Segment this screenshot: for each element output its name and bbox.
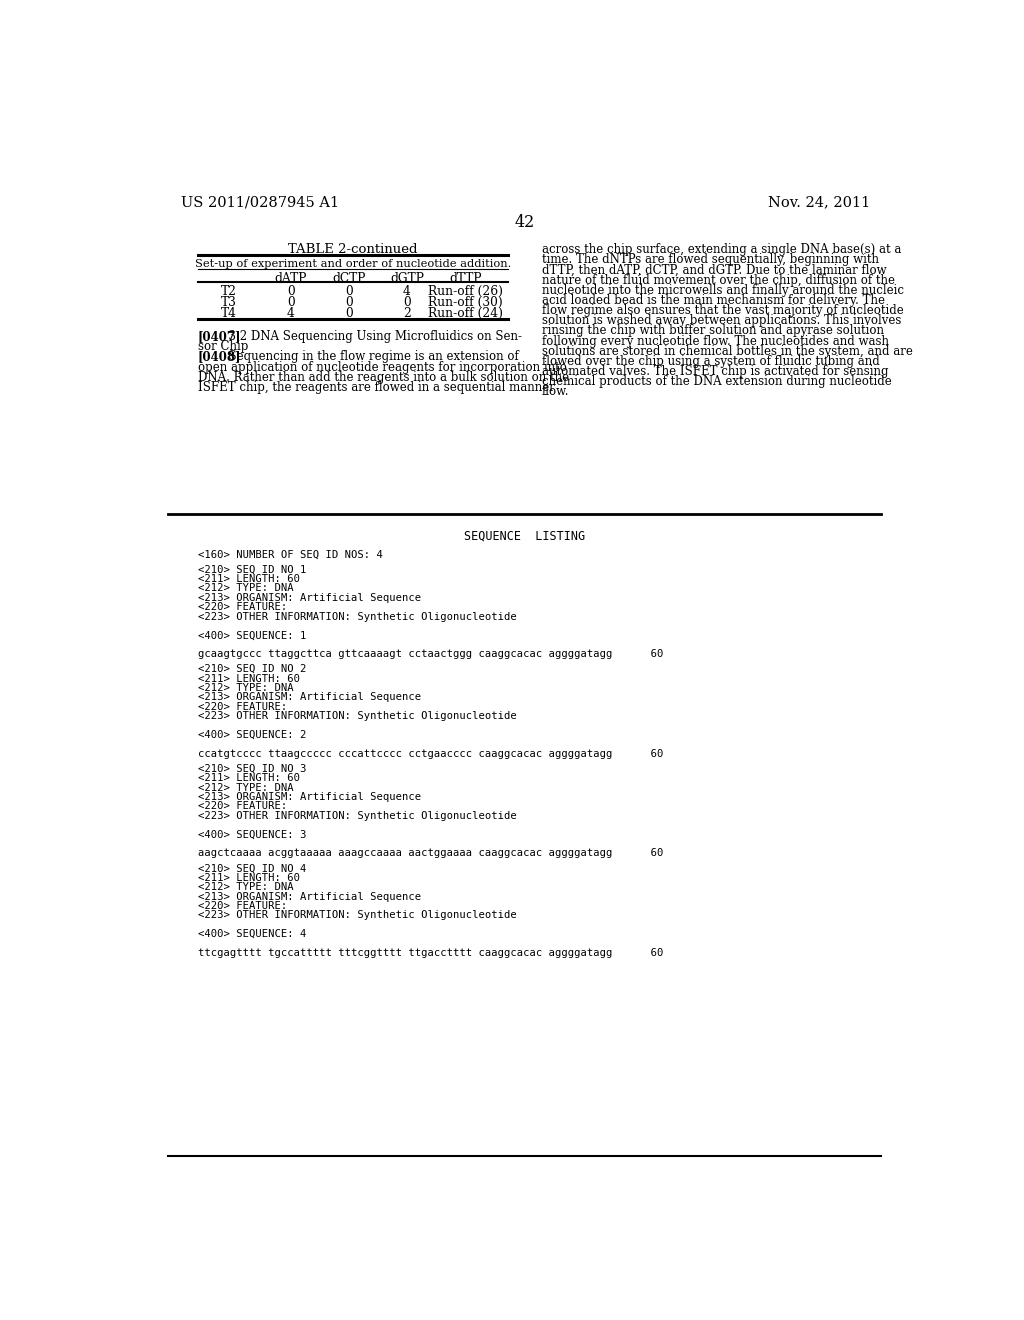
Text: <210> SEQ ID NO 4: <210> SEQ ID NO 4 <box>198 863 306 874</box>
Text: T2: T2 <box>221 285 237 298</box>
Text: Sequencing in the flow regime is an extension of: Sequencing in the flow regime is an exte… <box>221 350 519 363</box>
Text: Run-off (24): Run-off (24) <box>428 308 503 319</box>
Text: flow.: flow. <box>542 385 569 399</box>
Text: <400> SEQUENCE: 3: <400> SEQUENCE: 3 <box>198 829 306 840</box>
Text: <220> FEATURE:: <220> FEATURE: <box>198 801 287 812</box>
Text: dTTP, then dATP, dCTP, and dGTP. Due to the laminar flow: dTTP, then dATP, dCTP, and dGTP. Due to … <box>542 264 887 276</box>
Text: <211> LENGTH: 60: <211> LENGTH: 60 <box>198 774 300 783</box>
Text: sor Chip: sor Chip <box>198 341 248 354</box>
Text: 42: 42 <box>515 214 535 231</box>
Text: <210> SEQ ID NO 2: <210> SEQ ID NO 2 <box>198 664 306 675</box>
Text: <212> TYPE: DNA: <212> TYPE: DNA <box>198 783 293 792</box>
Text: ttcgagtttt tgccattttt tttcggtttt ttgacctttt caaggcacac aggggatagg      60: ttcgagtttt tgccattttt tttcggtttt ttgacct… <box>198 948 664 958</box>
Text: <211> LENGTH: 60: <211> LENGTH: 60 <box>198 574 300 583</box>
Text: Set-up of experiment and order of nucleotide addition.: Set-up of experiment and order of nucleo… <box>195 259 511 268</box>
Text: Nov. 24, 2011: Nov. 24, 2011 <box>768 195 870 210</box>
Text: open application of nucleotide reagents for incorporation into: open application of nucleotide reagents … <box>198 360 566 374</box>
Text: automated valves. The ISFET chip is activated for sensing: automated valves. The ISFET chip is acti… <box>542 366 889 378</box>
Text: 4: 4 <box>287 308 295 319</box>
Text: <220> FEATURE:: <220> FEATURE: <box>198 900 287 911</box>
Text: SEQUENCE  LISTING: SEQUENCE LISTING <box>464 529 586 543</box>
Text: nucleotide into the microwells and finally around the nucleic: nucleotide into the microwells and final… <box>542 284 904 297</box>
Text: 0: 0 <box>345 296 352 309</box>
Text: chemical products of the DNA extension during nucleotide: chemical products of the DNA extension d… <box>542 375 892 388</box>
Text: <223> OTHER INFORMATION: Synthetic Oligonucleotide: <223> OTHER INFORMATION: Synthetic Oligo… <box>198 810 516 821</box>
Text: [0407]: [0407] <box>198 330 242 343</box>
Text: Run-off (30): Run-off (30) <box>428 296 503 309</box>
Text: time. The dNTPs are flowed sequentially, beginning with: time. The dNTPs are flowed sequentially,… <box>542 253 879 267</box>
Text: <160> NUMBER OF SEQ ID NOS: 4: <160> NUMBER OF SEQ ID NOS: 4 <box>198 549 383 560</box>
Text: 3.2 DNA Sequencing Using Microfluidics on Sen-: 3.2 DNA Sequencing Using Microfluidics o… <box>221 330 522 343</box>
Text: T4: T4 <box>221 308 237 319</box>
Text: acid loaded bead is the main mechanism for delivery. The: acid loaded bead is the main mechanism f… <box>542 294 885 308</box>
Text: Run-off (26): Run-off (26) <box>428 285 503 298</box>
Text: <211> LENGTH: 60: <211> LENGTH: 60 <box>198 873 300 883</box>
Text: <213> ORGANISM: Artificial Sequence: <213> ORGANISM: Artificial Sequence <box>198 891 421 902</box>
Text: 0: 0 <box>287 296 295 309</box>
Text: <213> ORGANISM: Artificial Sequence: <213> ORGANISM: Artificial Sequence <box>198 693 421 702</box>
Text: flow regime also ensures that the vast majority of nucleotide: flow regime also ensures that the vast m… <box>542 304 903 317</box>
Text: <400> SEQUENCE: 2: <400> SEQUENCE: 2 <box>198 730 306 741</box>
Text: <213> ORGANISM: Artificial Sequence: <213> ORGANISM: Artificial Sequence <box>198 792 421 803</box>
Text: T3: T3 <box>221 296 237 309</box>
Text: <210> SEQ ID NO 3: <210> SEQ ID NO 3 <box>198 764 306 774</box>
Text: 0: 0 <box>403 296 411 309</box>
Text: US 2011/0287945 A1: US 2011/0287945 A1 <box>180 195 339 210</box>
Text: 0: 0 <box>345 285 352 298</box>
Text: solution is washed away between applications. This involves: solution is washed away between applicat… <box>542 314 901 327</box>
Text: across the chip surface, extending a single DNA base(s) at a: across the chip surface, extending a sin… <box>542 243 901 256</box>
Text: 0: 0 <box>345 308 352 319</box>
Text: <212> TYPE: DNA: <212> TYPE: DNA <box>198 583 293 594</box>
Text: <213> ORGANISM: Artificial Sequence: <213> ORGANISM: Artificial Sequence <box>198 593 421 603</box>
Text: <223> OTHER INFORMATION: Synthetic Oligonucleotide: <223> OTHER INFORMATION: Synthetic Oligo… <box>198 911 516 920</box>
Text: aagctcaaaa acggtaaaaa aaagccaaaa aactggaaaa caaggcacac aggggatagg      60: aagctcaaaa acggtaaaaa aaagccaaaa aactgga… <box>198 849 664 858</box>
Text: dATP: dATP <box>274 272 307 285</box>
Text: following every nucleotide flow. The nucleotides and wash: following every nucleotide flow. The nuc… <box>542 334 889 347</box>
Text: <212> TYPE: DNA: <212> TYPE: DNA <box>198 882 293 892</box>
Text: flowed over the chip using a system of fluidic tubing and: flowed over the chip using a system of f… <box>542 355 880 368</box>
Text: TABLE 2-continued: TABLE 2-continued <box>288 243 418 256</box>
Text: <210> SEQ ID NO 1: <210> SEQ ID NO 1 <box>198 565 306 574</box>
Text: [0408]: [0408] <box>198 350 242 363</box>
Text: <212> TYPE: DNA: <212> TYPE: DNA <box>198 682 293 693</box>
Text: nature of the fluid movement over the chip, diffusion of the: nature of the fluid movement over the ch… <box>542 273 895 286</box>
Text: <211> LENGTH: 60: <211> LENGTH: 60 <box>198 673 300 684</box>
Text: <220> FEATURE:: <220> FEATURE: <box>198 602 287 612</box>
Text: dGTP: dGTP <box>390 272 424 285</box>
Text: dTTP: dTTP <box>449 272 481 285</box>
Text: dCTP: dCTP <box>332 272 366 285</box>
Text: 4: 4 <box>403 285 411 298</box>
Text: ccatgtcccc ttaagccccc cccattcccc cctgaacccc caaggcacac aggggatagg      60: ccatgtcccc ttaagccccc cccattcccc cctgaac… <box>198 748 664 759</box>
Text: gcaagtgccc ttaggcttca gttcaaaagt cctaactggg caaggcacac aggggatagg      60: gcaagtgccc ttaggcttca gttcaaaagt cctaact… <box>198 649 664 659</box>
Text: <223> OTHER INFORMATION: Synthetic Oligonucleotide: <223> OTHER INFORMATION: Synthetic Oligo… <box>198 711 516 721</box>
Text: DNA. Rather than add the reagents into a bulk solution on the: DNA. Rather than add the reagents into a… <box>198 371 569 384</box>
Text: <223> OTHER INFORMATION: Synthetic Oligonucleotide: <223> OTHER INFORMATION: Synthetic Oligo… <box>198 611 516 622</box>
Text: <400> SEQUENCE: 4: <400> SEQUENCE: 4 <box>198 929 306 939</box>
Text: 0: 0 <box>287 285 295 298</box>
Text: solutions are stored in chemical bottles in the system, and are: solutions are stored in chemical bottles… <box>542 345 912 358</box>
Text: <220> FEATURE:: <220> FEATURE: <box>198 702 287 711</box>
Text: ISFET chip, the reagents are flowed in a sequential manner: ISFET chip, the reagents are flowed in a… <box>198 381 555 393</box>
Text: <400> SEQUENCE: 1: <400> SEQUENCE: 1 <box>198 631 306 640</box>
Text: rinsing the chip with buffer solution and apyrase solution: rinsing the chip with buffer solution an… <box>542 325 884 338</box>
Text: 2: 2 <box>403 308 411 319</box>
